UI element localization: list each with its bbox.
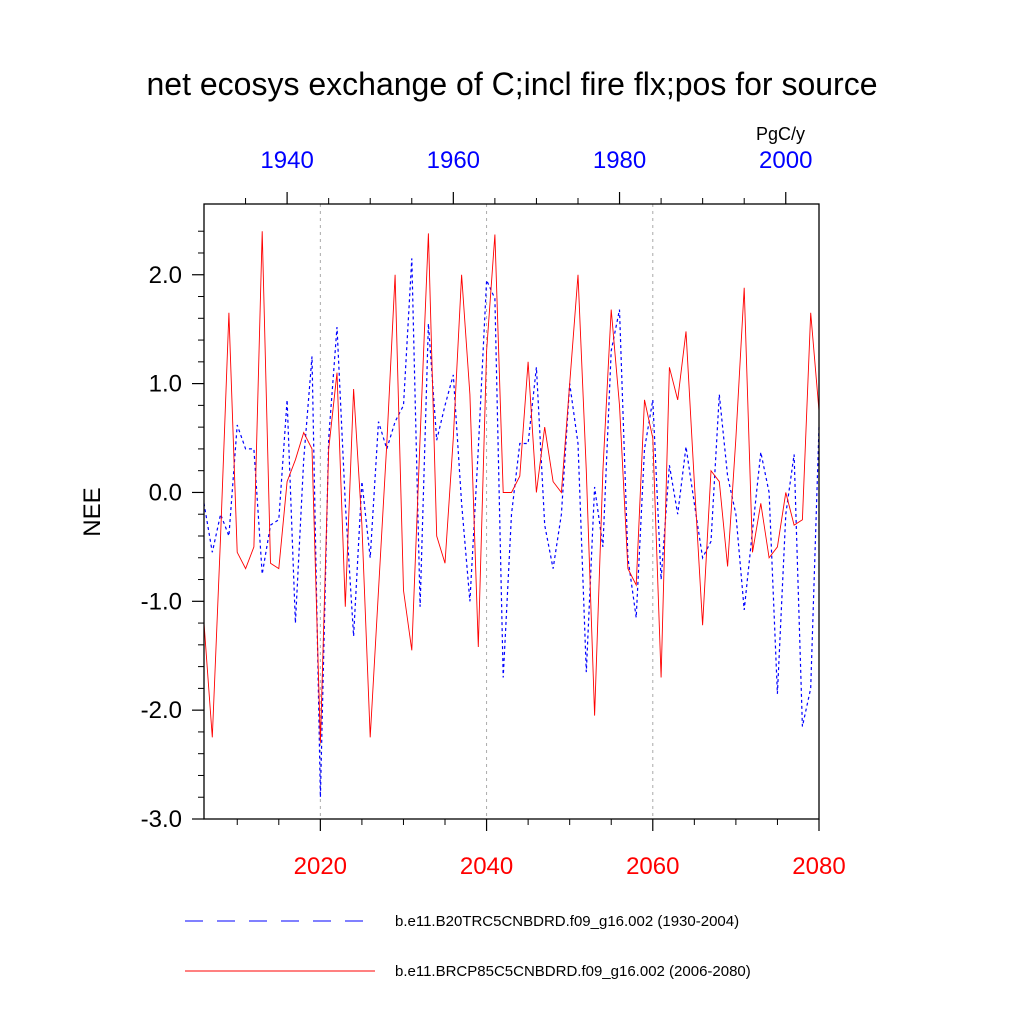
y-axis: 2.0 1.0 0.0 -1.0 -2.0 -3.0 (141, 230, 204, 833)
x-top-tick-label: 1980 (593, 147, 646, 174)
x-top-tick-label: 1940 (260, 147, 313, 174)
plot-frame (203, 203, 820, 820)
y-tick-label: 0.0 (149, 479, 182, 506)
y-tick-label: -3.0 (141, 806, 182, 833)
x-top-tick-label: 2000 (759, 147, 812, 174)
units-label: PgC/y (756, 124, 805, 144)
y-tick-label: 1.0 (149, 371, 182, 398)
x-axis-bottom: 2020 2040 2060 2080 (236, 819, 846, 880)
series-line-2 (203, 231, 820, 743)
legend-label-series-2: b.e11.BRCP85C5CNBDRD.f09_g16.002 (2006-2… (395, 963, 751, 980)
y-tick-label: 2.0 (149, 262, 182, 289)
x-bottom-tick-label: 2060 (626, 853, 679, 880)
chart-title: net ecosys exchange of C;incl fire flx;p… (146, 66, 877, 102)
y-tick-label: -2.0 (141, 697, 182, 724)
series-line-1 (203, 258, 820, 798)
x-bottom-tick-label: 2020 (294, 853, 347, 880)
legend-label-series-1: b.e11.B20TRC5CNBDRD.f09_g16.002 (1930-20… (395, 913, 739, 930)
vertical-guides (319, 204, 654, 819)
legend: b.e11.B20TRC5CNBDRD.f09_g16.002 (1930-20… (185, 913, 751, 980)
y-axis-label: NEE (79, 487, 106, 536)
series-lines (203, 231, 820, 798)
x-top-tick-label: 1960 (427, 147, 480, 174)
y-tick-label: -1.0 (141, 588, 182, 615)
x-bottom-tick-label: 2040 (460, 853, 513, 880)
x-bottom-tick-label: 2080 (792, 853, 845, 880)
x-axis-top: 1940 1960 1980 2000 (245, 147, 812, 204)
